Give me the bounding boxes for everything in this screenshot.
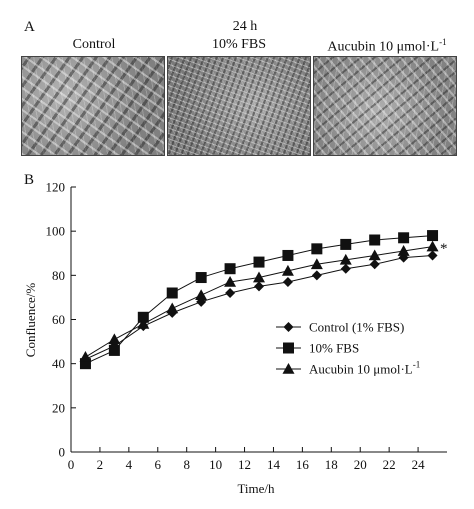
data-point-triangle <box>166 302 179 314</box>
data-point-square <box>340 238 352 250</box>
x-tick-label: 24 <box>412 457 426 472</box>
legend-marker-triangle <box>282 363 295 374</box>
data-point-diamond <box>340 263 351 274</box>
x-tick-label: 14 <box>267 457 281 472</box>
data-point-square <box>369 234 381 246</box>
data-point-square <box>137 311 149 323</box>
data-point-diamond <box>225 288 236 298</box>
y-tick-label: 120 <box>46 180 66 195</box>
data-point-square <box>195 272 207 284</box>
data-point-square <box>166 287 178 299</box>
x-tick-label: 8 <box>183 457 190 472</box>
data-point-triangle <box>310 258 323 270</box>
data-point-square <box>398 232 410 244</box>
x-tick-label: 22 <box>383 457 396 472</box>
data-point-square <box>311 243 323 255</box>
data-point-square <box>108 344 120 356</box>
x-tick-label: 10 <box>209 457 222 472</box>
data-point-square <box>282 249 294 261</box>
micrograph-fbs <box>167 56 311 156</box>
panel-b-label: B <box>24 172 35 188</box>
data-point-triangle <box>253 271 265 283</box>
legend-marker-square <box>283 342 294 354</box>
y-tick-label: 80 <box>52 268 65 283</box>
data-point-diamond <box>254 281 264 292</box>
x-tick-label: 18 <box>325 457 338 472</box>
data-point-triangle <box>339 253 352 265</box>
x-tick-label: 2 <box>97 457 104 472</box>
x-axis-label: Time/h <box>237 481 275 496</box>
data-point-triangle <box>397 245 410 256</box>
x-tick-label: 20 <box>354 457 367 472</box>
x-tick-label: 6 <box>155 457 162 472</box>
x-tick-label: 0 <box>68 457 75 472</box>
data-point-diamond <box>311 270 322 281</box>
series-line-0 <box>85 254 433 360</box>
y-axis-label: Confluence/% <box>23 283 38 358</box>
data-point-square <box>427 230 439 242</box>
data-point-square <box>253 256 265 268</box>
data-point-triangle <box>195 289 208 301</box>
y-tick-label: 0 <box>59 445 66 460</box>
significance-asterisk: * <box>440 241 448 257</box>
data-point-diamond <box>427 250 438 261</box>
y-tick-label: 20 <box>52 400 65 415</box>
image-title-control: Control <box>72 37 116 52</box>
legend-marker-diamond <box>283 322 294 332</box>
data-point-triangle <box>137 317 150 329</box>
micrograph-aucubin <box>313 56 457 156</box>
data-point-triangle <box>108 333 121 345</box>
data-point-triangle <box>426 240 439 252</box>
panel-a-label: A <box>24 19 35 35</box>
data-point-diamond <box>369 259 380 270</box>
x-tick-label: 12 <box>238 457 251 472</box>
legend-entry: Aucubin 10 μmol·L-1 <box>309 360 420 377</box>
data-point-square <box>79 358 91 370</box>
y-tick-label: 100 <box>46 224 66 239</box>
data-point-triangle <box>368 249 381 261</box>
x-tick-label: 4 <box>126 457 133 472</box>
data-point-square <box>224 263 236 275</box>
data-point-triangle <box>224 275 237 287</box>
micrograph-control <box>21 56 165 156</box>
data-point-triangle <box>281 264 294 276</box>
y-tick-label: 40 <box>52 356 65 371</box>
data-point-diamond <box>282 276 293 287</box>
x-tick-label: 16 <box>296 457 310 472</box>
image-title-aucubin: Aucubin 10 μmol·L-1 <box>327 37 447 55</box>
legend-entry: 10% FBS <box>309 341 359 356</box>
data-point-triangle <box>79 351 92 362</box>
image-title-fbs: 10% FBS <box>211 37 267 52</box>
time-label: 24 h <box>232 19 258 34</box>
y-tick-label: 60 <box>52 312 65 327</box>
legend: Control (1% FBS) 10% FBS Aucubin 10 μmol·L… <box>276 320 420 377</box>
legend-entry: Control (1% FBS) <box>309 320 404 335</box>
